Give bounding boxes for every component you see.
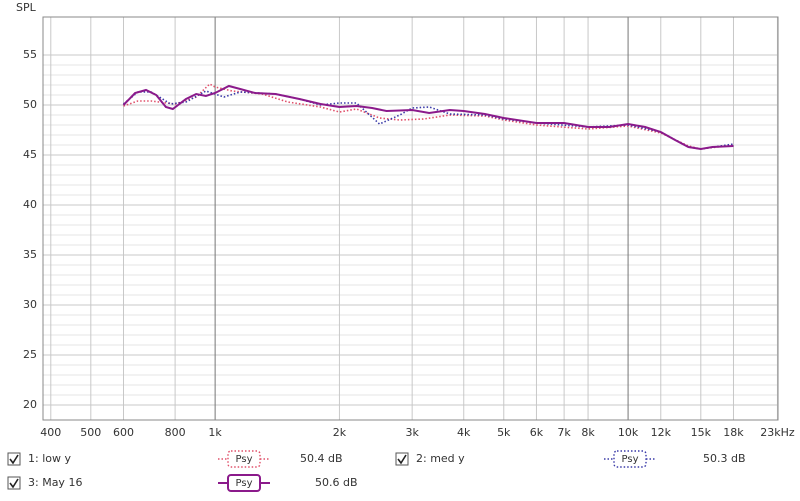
y-tick-label: 45 (23, 148, 37, 161)
y-tick-label: 55 (23, 48, 37, 61)
x-tick-label: 5k (497, 426, 511, 439)
legend-level: 50.6 dB (315, 476, 358, 489)
legend-smoothing-box (227, 450, 261, 468)
x-tick-label: 3k (405, 426, 419, 439)
legend-check (9, 454, 19, 465)
legend-label: 1: low y (28, 452, 71, 465)
legend-checkbox (395, 452, 409, 466)
y-tick-label: 20 (23, 398, 37, 411)
x-tick-label: 600 (113, 426, 134, 439)
x-tick-label: 15k (691, 426, 712, 439)
legend-smoothing: Psy (236, 454, 253, 465)
y-tick-label: 50 (23, 98, 37, 111)
x-tick-label: 6k (530, 426, 544, 439)
legend-level: 50.3 dB (703, 452, 746, 465)
legend-checkbox (7, 452, 21, 466)
x-tick-label: 10k (618, 426, 639, 439)
x-tick-label: 500 (80, 426, 101, 439)
legend-checkbox (7, 476, 21, 490)
legend-smoothing: Psy (622, 454, 639, 465)
legend-label: 2: med y (416, 452, 465, 465)
x-tick-label: 1k (208, 426, 222, 439)
y-tick-label: 25 (23, 348, 37, 361)
x-tick-label: 4k (457, 426, 471, 439)
x-tick-label: 800 (165, 426, 186, 439)
legend-check (397, 454, 407, 465)
legend-label: 3: May 16 (28, 476, 82, 489)
y-tick-label: 40 (23, 198, 37, 211)
x-tick-label: 18k (723, 426, 744, 439)
x-tick-label: 7k (557, 426, 571, 439)
x-tick-label: 400 (40, 426, 61, 439)
legend-smoothing-box (227, 474, 261, 492)
series-line (122, 84, 734, 151)
y-tick-label: 35 (23, 248, 37, 261)
x-tick-label: 12k (651, 426, 672, 439)
legend-smoothing: Psy (236, 478, 253, 489)
y-axis-label: SPL (16, 1, 37, 14)
plot-frame (42, 16, 779, 421)
legend-level: 50.4 dB (300, 452, 343, 465)
legend-check (9, 478, 19, 489)
legend-smoothing-box (613, 450, 647, 468)
x-tick-label: 23kHz (760, 426, 795, 439)
x-tick-label: 2k (333, 426, 347, 439)
y-tick-label: 30 (23, 298, 37, 311)
x-tick-label: 8k (581, 426, 595, 439)
